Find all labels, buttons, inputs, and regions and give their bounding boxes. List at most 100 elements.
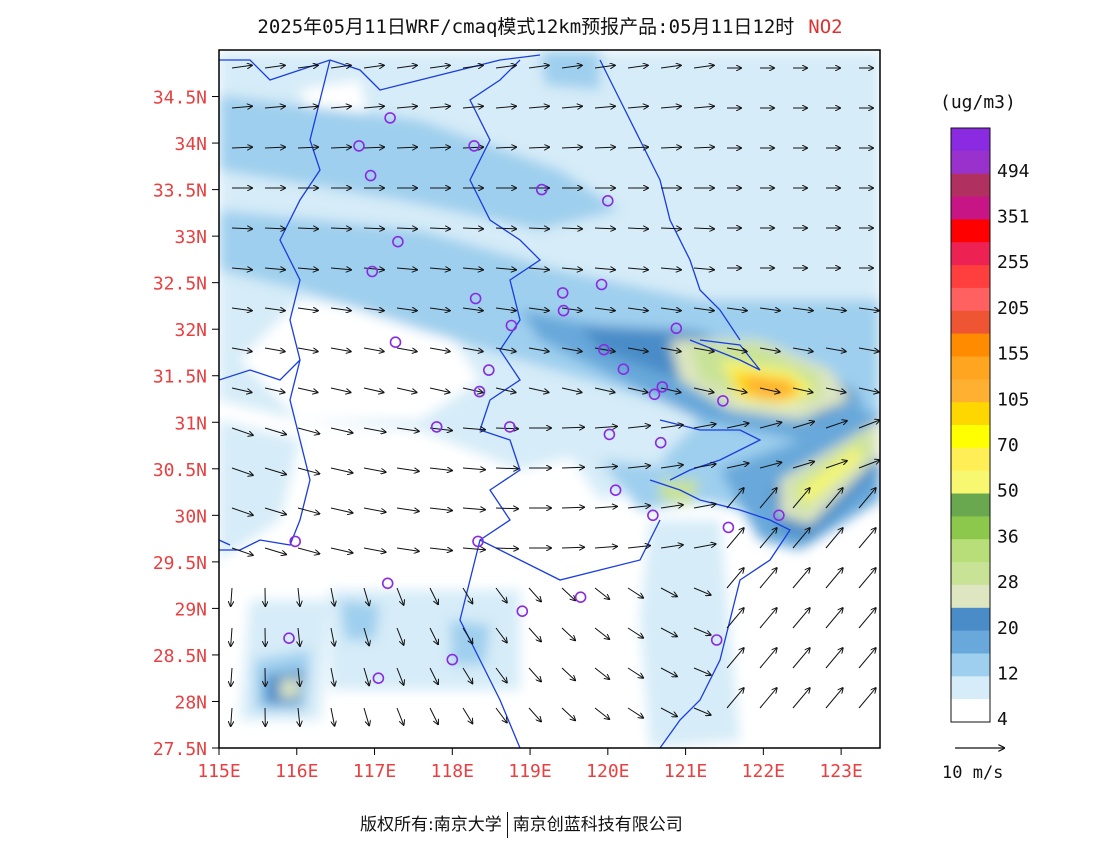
station-marker — [603, 428, 616, 441]
wind-arrow-icon — [825, 387, 846, 392]
lat-tick-label: 29.5N — [153, 553, 207, 574]
wind-arrow-icon — [264, 547, 286, 554]
wind-arrow-icon — [429, 548, 452, 551]
station-marker — [609, 484, 622, 497]
wind-arrow-icon — [726, 648, 744, 669]
legend-swatch — [951, 425, 990, 449]
wind-arrow-icon — [759, 347, 780, 352]
wind-arrow-icon — [561, 507, 584, 508]
wind-arrow-icon — [792, 308, 813, 311]
wind-arrow-icon — [297, 507, 319, 514]
wind-arrow-icon — [726, 347, 747, 352]
wind-arrow-icon — [825, 308, 846, 311]
lat-tick-label: 34.5N — [153, 88, 207, 109]
wind-arrow-icon — [561, 308, 582, 311]
wind-arrow-icon — [759, 528, 777, 549]
wind-arrow-icon — [858, 488, 876, 509]
station-marker — [503, 421, 516, 433]
wind-arrow-icon — [726, 568, 744, 589]
legend-swatch — [951, 699, 990, 723]
wind-arrow-icon — [858, 308, 879, 311]
wind-arrow-icon — [396, 707, 404, 725]
station-marker — [283, 632, 295, 645]
wind-arrow-icon — [231, 627, 232, 646]
wind-arrow-icon — [528, 387, 549, 392]
wind-arrow-icon — [759, 608, 777, 629]
wind-arrow-icon — [462, 428, 485, 430]
wind-arrow-icon — [330, 587, 335, 606]
wind-arrow-icon — [396, 627, 404, 645]
map-title: 2025年05月11日WRF/cmaq模式12km预报产品:05月11日12时 N… — [0, 12, 1100, 39]
wind-arrow-icon — [528, 228, 549, 229]
wind-arrow-icon — [396, 427, 419, 431]
wind-arrow-icon — [298, 667, 300, 686]
station-marker — [381, 577, 394, 590]
legend-swatch — [951, 287, 990, 312]
wind-arrow-icon — [298, 707, 300, 726]
wind-arrow-icon — [297, 427, 319, 434]
wind-arrow-icon — [660, 545, 683, 549]
title-main: 2025年05月11日WRF/cmaq模式12km预报产品:05月11日12时 — [257, 16, 795, 38]
plot-frame — [218, 49, 881, 749]
wind-arrow-icon — [231, 707, 232, 726]
wind-arrow-icon — [858, 688, 876, 709]
legend-swatch — [951, 447, 990, 472]
wind-arrow-icon — [561, 228, 582, 229]
wind-arrow-icon — [231, 347, 252, 352]
wind-arrow-icon — [594, 308, 615, 311]
wind-arrow-icon — [429, 707, 438, 724]
copyright-left: 版权所有:南京大学 — [360, 815, 502, 835]
wind-arrow-icon — [660, 308, 681, 311]
wind-arrow-icon — [297, 308, 318, 311]
wind-arrow-icon — [462, 387, 483, 392]
legend-value: 50 — [997, 481, 1019, 502]
wind-arrow-icon — [495, 667, 507, 682]
wind-arrow-icon — [726, 423, 749, 429]
wind-arrow-icon — [231, 268, 252, 270]
wind-arrow-icon — [693, 544, 716, 549]
wind-arrow-icon — [495, 627, 507, 642]
wind-arrow-icon — [429, 147, 450, 148]
legend-swatch — [951, 676, 990, 700]
wind-arrow-icon — [495, 707, 507, 722]
wind-arrow-icon — [627, 506, 650, 508]
wind-arrow-icon — [363, 106, 384, 108]
copyright-footer: 版权所有:南京大学 南京创蓝科技有限公司 — [360, 810, 683, 838]
wind-arrow-icon — [660, 65, 681, 68]
wind-arrow-icon — [363, 427, 386, 432]
wind-arrow-icon — [330, 65, 351, 68]
wind-arrow-icon — [825, 347, 846, 352]
wind-arrow-icon — [561, 667, 575, 680]
lat-tick-label: 28N — [174, 692, 207, 713]
monitoring-stations — [283, 112, 785, 685]
wind-arrow-icon — [627, 268, 648, 270]
wind-arrow-icon — [528, 106, 549, 108]
wind-arrow-icon — [396, 347, 417, 352]
wind-arrow-icon — [231, 467, 253, 475]
station-marker — [574, 591, 587, 604]
legend-swatch — [951, 379, 990, 403]
wind-arrow-icon — [693, 106, 714, 108]
legend-value: 351 — [997, 207, 1030, 228]
wind-arrow-icon — [330, 106, 351, 108]
station-marker — [505, 319, 518, 332]
wind-arrow-icon — [231, 308, 252, 311]
station-marker — [482, 364, 495, 376]
wind-arrow-icon — [660, 106, 681, 108]
legend-value: 105 — [997, 389, 1030, 410]
wind-arrow-icon — [660, 465, 683, 469]
legend-swatch — [951, 470, 990, 494]
wind-arrow-icon — [528, 268, 549, 270]
station-marker — [647, 509, 659, 522]
wind-arrow-icon — [726, 387, 747, 392]
concentration-map: 34.5N 34N 33.5N 33N 32.5N 32N 31.5N 31N 30.5N 30N… — [153, 49, 1030, 783]
wind-arrow-icon — [726, 308, 747, 311]
wind-arrow-icon — [759, 688, 777, 709]
legend-swatch — [951, 128, 990, 152]
station-marker — [598, 343, 610, 356]
wind-arrow-icon — [693, 147, 714, 148]
station-marker — [468, 140, 480, 152]
wind-arrow-icon — [363, 707, 369, 725]
wind-arrow-icon — [396, 587, 404, 605]
wind-arrow-icon — [627, 308, 648, 311]
